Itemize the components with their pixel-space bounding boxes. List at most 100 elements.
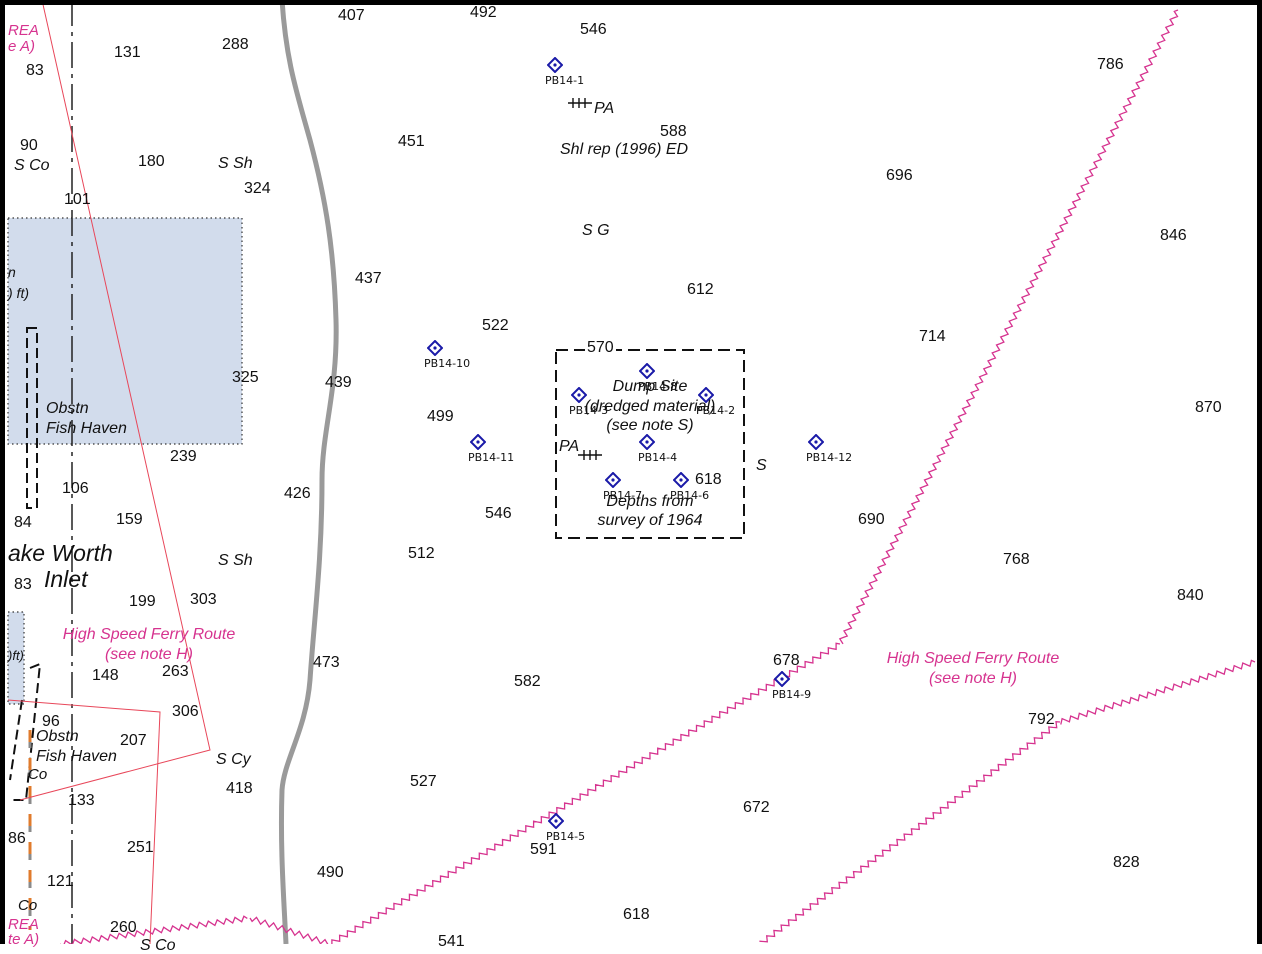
bottom-nature: S Sh [218,155,253,172]
sounding: 591 [530,841,557,858]
shaded-area-lower [7,611,25,705]
area-label-bottom-2: te A) [8,931,40,948]
sounding: 133 [68,792,95,809]
pipeline-area-label: PA [559,438,580,455]
sounding: 407 [338,7,365,24]
sounding: 618 [623,906,650,923]
sounding: 324 [244,180,271,197]
area-limit-line-2 [7,699,161,944]
sounding: 690 [858,511,885,528]
sounding: 499 [427,408,454,425]
bottom-nature: S G [582,222,610,239]
limit-line-wavy [1060,659,1256,725]
sounding: 451 [398,133,425,150]
sounding: 121 [47,873,74,890]
pipeline-hatch-2 [578,450,602,460]
place-name-line2: Inlet [44,566,88,592]
sounding: 588 [660,123,687,140]
limit-line-wavy [331,642,841,944]
station-marker-icon[interactable] [547,57,563,73]
dump-site-material: (dredged material) [584,398,716,415]
sounding: 840 [1177,587,1204,604]
sounding: 426 [284,485,311,502]
bottom-nature: S Sh [218,552,253,569]
sounding: 101 [64,191,91,208]
bottom-nature: S Co [140,937,176,954]
sounding: 251 [127,839,154,856]
sounding: 846 [1160,227,1187,244]
station-label: PB14-3 [569,404,609,417]
sounding: 828 [1113,854,1140,871]
sounding: 546 [485,505,512,522]
ferry-route-note-left: (see note H) [104,646,194,663]
station-label: PB14-12 [806,451,853,464]
station-marker-icon[interactable] [774,671,790,687]
shaded-label-1: n [8,264,16,280]
sounding: 473 [313,654,340,671]
station-marker-icon[interactable] [698,387,714,403]
station-marker-icon[interactable] [639,434,655,450]
limit-line-wavy [759,720,1061,943]
bottom-nature: S Cy [216,751,251,768]
station-marker-icon[interactable] [571,387,587,403]
station-marker-icon[interactable] [808,434,824,450]
bottom-nature: S [756,457,767,474]
area-label-top-2: e A) [8,38,35,55]
sounding: 325 [232,369,259,386]
ferry-route-note-right: (see note H) [928,670,1018,687]
bottom-nature: Co [18,897,38,914]
sounding: 90 [20,137,38,154]
depths-note: Depths from [606,493,694,510]
dump-site-title: Dump Site [612,378,688,395]
sounding: 786 [1097,56,1124,73]
fish-haven-label: Fish Haven [46,420,127,437]
area-label-top: REA [8,22,39,39]
station-label: PB14-9 [772,688,812,701]
station-marker-icon[interactable] [605,472,621,488]
sounding: 180 [138,153,165,170]
sounding: 96 [42,713,60,730]
station-marker-icon[interactable] [639,363,655,379]
pipeline-hatch-1 [568,98,592,108]
limit-line-wavy [249,916,329,944]
station-marker-icon[interactable] [427,340,443,356]
bottom-nature: Shl rep (1996) ED [560,141,689,158]
station-marker-icon[interactable] [470,434,486,450]
sounding: 512 [408,545,435,562]
sounding: 199 [129,593,156,610]
sounding: 159 [116,511,143,528]
sounding: 303 [190,591,217,608]
obstn-outline-lower [12,662,42,801]
station-label: PB14-7 [603,489,643,502]
shaded-area-upper [7,217,243,445]
sounding: 239 [170,448,197,465]
sounding: 131 [114,44,141,61]
sounding: 437 [355,270,382,287]
sounding: 696 [886,167,913,184]
sounding: 527 [410,773,437,790]
sounding: 490 [317,864,344,881]
station-label: PB14-11 [468,451,515,464]
sounding: 492 [470,4,497,21]
station-label: PB14-2 [696,404,736,417]
bottom-nature: S Co [14,157,50,174]
sounding: 672 [743,799,770,816]
sounding: 582 [514,673,541,690]
sounding: 768 [1003,551,1030,568]
station-label: PB14-1 [545,74,585,87]
station-label: PB14-8 [638,380,678,393]
sounding: 83 [26,62,44,79]
sounding: 288 [222,36,249,53]
sounding: 870 [1195,399,1222,416]
sounding: 83 [14,576,32,593]
sounding: 439 [325,374,352,391]
sounding: 546 [580,21,607,38]
bottom-nature: Co [28,766,48,783]
sounding: 570 [585,339,616,356]
place-name-line1: ake Worth [8,540,113,566]
station-marker-icon[interactable] [548,813,564,829]
station-label: PB14-6 [670,489,710,502]
station-marker-icon[interactable] [673,472,689,488]
